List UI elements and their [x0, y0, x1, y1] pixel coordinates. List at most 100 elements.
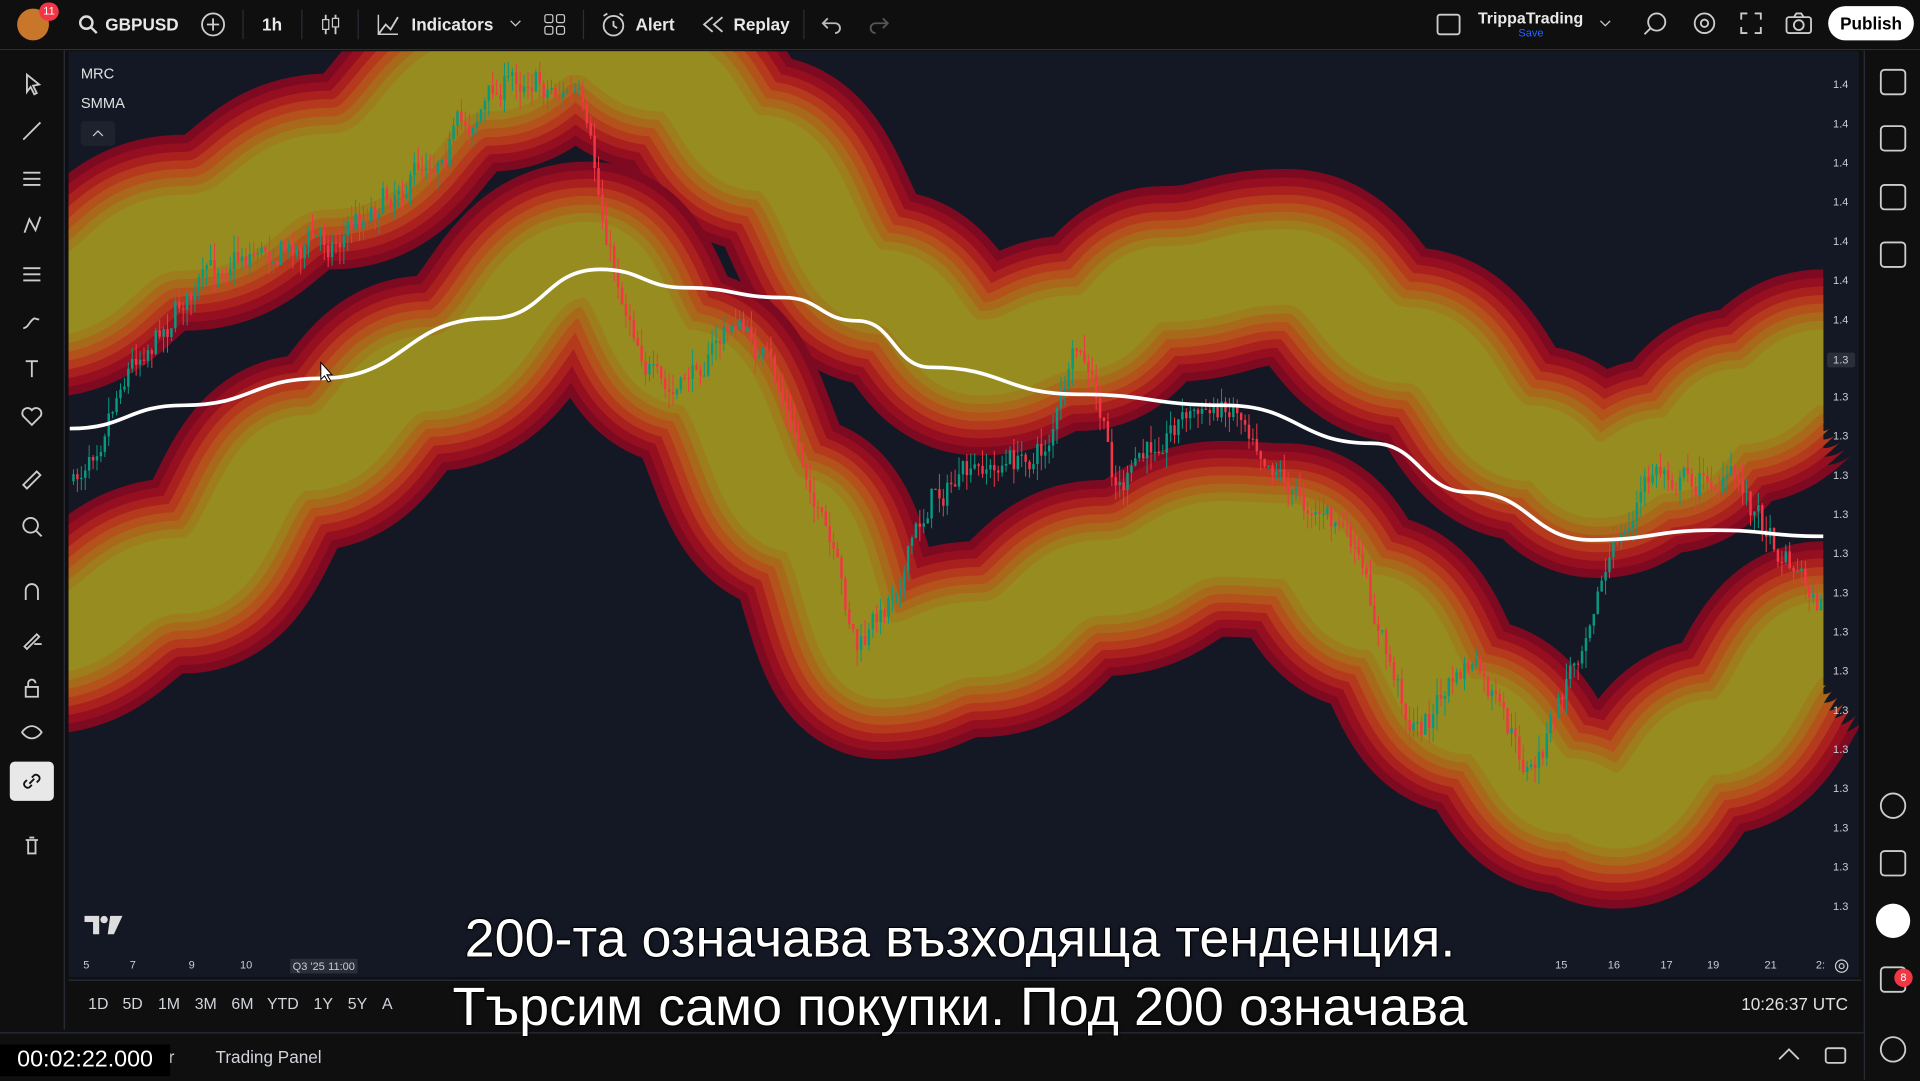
candle-body	[667, 388, 671, 392]
collapse-legend[interactable]	[80, 121, 116, 146]
magnet[interactable]	[10, 572, 54, 611]
lock-all[interactable]	[10, 667, 54, 706]
timeframe-button[interactable]: 1M	[157, 994, 181, 1013]
save-status[interactable]: Save	[1518, 26, 1544, 40]
zoom-in[interactable]	[10, 507, 54, 546]
candle-body	[1024, 454, 1027, 462]
candle-body	[1365, 567, 1368, 575]
alert-button[interactable]: Alert	[635, 14, 675, 35]
help[interactable]	[1875, 1031, 1912, 1068]
candle-body	[1557, 697, 1560, 719]
video-timecode: 00:02:22.000	[0, 1044, 171, 1077]
replay-icon[interactable]	[702, 15, 726, 35]
cursor[interactable]	[10, 64, 54, 103]
account-name[interactable]: TrippaTrading	[1477, 8, 1584, 27]
ruler[interactable]	[10, 460, 54, 499]
text-tool[interactable]	[10, 349, 54, 388]
lock-drawing[interactable]	[10, 620, 54, 659]
interval[interactable]: 1h	[262, 14, 283, 35]
candle-body	[1788, 551, 1791, 569]
screener[interactable]	[1875, 787, 1912, 824]
calendar[interactable]	[1875, 845, 1912, 882]
chart-type-button[interactable]	[320, 12, 342, 36]
candle-body	[1486, 676, 1490, 697]
candle-body	[620, 287, 624, 305]
pattern-tool[interactable]	[10, 206, 54, 245]
indicator-legend[interactable]: SMMA	[80, 94, 125, 112]
timeframe-button[interactable]: A	[382, 994, 393, 1013]
brush-tool[interactable]	[10, 302, 54, 341]
candle-body	[718, 340, 722, 344]
indicators-button[interactable]: Indicators	[411, 14, 494, 35]
candle-body	[1126, 472, 1129, 491]
redo-button[interactable]	[868, 15, 890, 35]
fib-tool[interactable]	[10, 159, 54, 198]
hide-drawings[interactable]	[10, 713, 54, 752]
candle-body	[558, 97, 561, 99]
time-label: 5	[83, 958, 90, 972]
timeframe-button[interactable]: 1Y	[313, 994, 333, 1013]
timeframe-button[interactable]: 5D	[122, 994, 143, 1013]
layout-checkbox[interactable]	[1435, 12, 1462, 36]
indicators-icon[interactable]	[376, 12, 400, 36]
candle-body	[1596, 591, 1599, 614]
undo-button[interactable]	[820, 15, 842, 35]
candle-body	[1808, 585, 1811, 598]
candle-body	[405, 194, 408, 198]
candle-body	[1627, 527, 1631, 531]
alert-icon[interactable]	[600, 11, 627, 38]
publish-button[interactable]: Publish	[1828, 6, 1914, 41]
candle-body	[283, 240, 287, 252]
candle-body	[1498, 694, 1501, 702]
remove-drawings[interactable]	[10, 825, 54, 864]
top-toolbar: 11 GBPUSD 1h Indicators Alert Replay Tri…	[0, 0, 1920, 51]
clock[interactable]: 10:26:37 UTC	[1741, 994, 1848, 1014]
axis-settings[interactable]	[1833, 958, 1850, 975]
price-label: 1.3	[1826, 352, 1855, 368]
tv-logo[interactable]	[83, 912, 125, 936]
candle-body	[663, 378, 667, 389]
symbol[interactable]: GBPUSD	[105, 14, 179, 35]
candle-body	[452, 125, 455, 140]
products[interactable]	[1875, 902, 1912, 939]
candle-body	[99, 451, 103, 457]
replay-button[interactable]: Replay	[733, 14, 790, 35]
quick-search[interactable]	[1642, 10, 1669, 37]
dropdown-arrow[interactable]	[1599, 18, 1611, 28]
dropdown-arrow[interactable]	[509, 18, 521, 28]
compare-button[interactable]	[200, 11, 227, 38]
candle-body	[1306, 510, 1309, 514]
candle-body	[699, 370, 702, 376]
candle-body	[605, 219, 608, 245]
favorites[interactable]	[10, 397, 54, 436]
candle-body	[1686, 467, 1690, 474]
chats[interactable]	[1875, 236, 1912, 273]
layouts-button[interactable]	[544, 13, 566, 35]
candle-body	[1506, 708, 1509, 734]
sync-drawings[interactable]	[9, 761, 54, 801]
timeframe-button[interactable]: 6M	[231, 994, 254, 1013]
trend-line[interactable]	[10, 111, 54, 150]
timeframe-button[interactable]: 5Y	[347, 994, 368, 1013]
candle-body	[495, 93, 498, 95]
maximize-panel[interactable]	[1823, 1043, 1847, 1067]
candle-body	[616, 272, 620, 288]
timeframe-button[interactable]: YTD	[266, 994, 299, 1013]
trading-panel-tab[interactable]: Trading Panel	[215, 1046, 322, 1067]
candle-body	[996, 470, 1000, 473]
object-tree[interactable]	[1875, 179, 1912, 216]
indicator-legend[interactable]: MRC	[80, 64, 115, 83]
candle-body	[350, 221, 353, 230]
settings-button[interactable]	[1691, 10, 1718, 37]
candle-body	[1514, 728, 1517, 737]
candle-body	[957, 474, 961, 487]
watchlist[interactable]	[1875, 64, 1912, 101]
timeframe-button[interactable]: 3M	[194, 994, 217, 1013]
timeframe-button[interactable]: 1D	[88, 994, 109, 1013]
fullscreen-button[interactable]	[1739, 11, 1763, 35]
expand-panel[interactable]	[1777, 1046, 1801, 1063]
snapshot-button[interactable]	[1784, 11, 1813, 35]
forecast-tool[interactable]	[10, 255, 54, 294]
alerts[interactable]	[1875, 120, 1912, 157]
search-icon[interactable]	[78, 15, 98, 35]
